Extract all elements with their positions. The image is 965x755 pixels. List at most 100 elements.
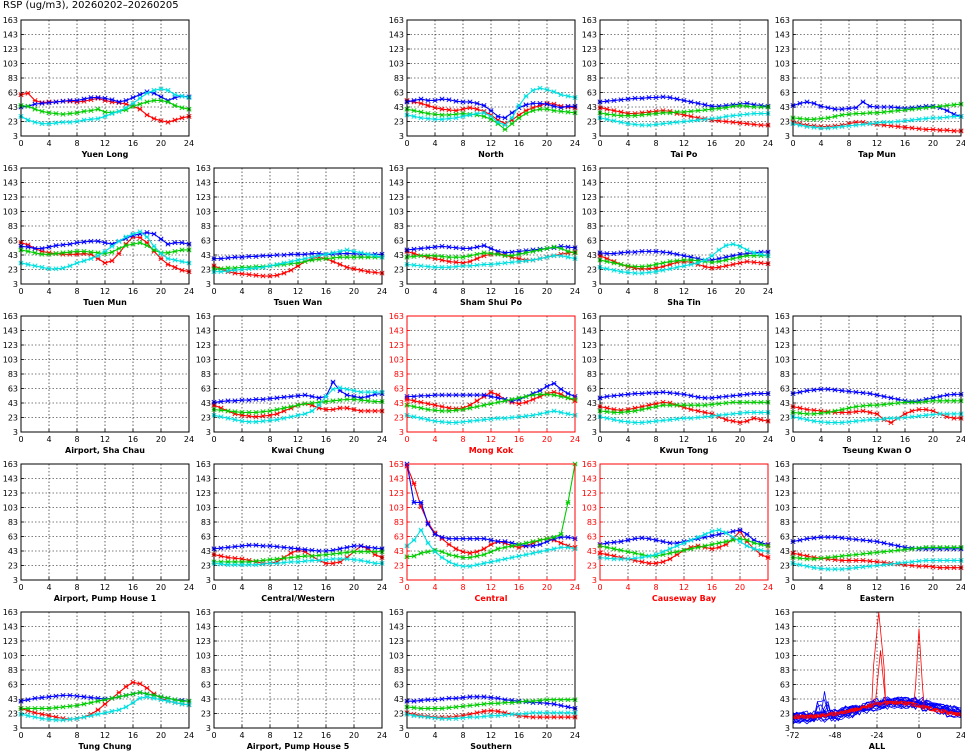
data-point-cyan [358, 250, 364, 256]
data-point-cyan [123, 234, 129, 240]
data-point-cyan [674, 416, 680, 422]
data-point-blue [716, 394, 722, 400]
data-point-green [811, 556, 817, 562]
data-point-red [267, 412, 273, 418]
x-tick-label: 24 [763, 435, 773, 444]
data-point-green [225, 408, 231, 414]
data-point-blue [846, 536, 852, 542]
y-tick-label: 123 [775, 45, 790, 54]
data-point-cyan [144, 90, 150, 96]
data-point-cyan [874, 562, 880, 569]
data-point-blue [667, 540, 673, 546]
data-point-red [797, 552, 803, 558]
data-point-green [846, 405, 852, 411]
data-point-red [874, 559, 880, 565]
data-point-cyan [474, 714, 480, 720]
x-tick-label: 4 [432, 731, 437, 740]
data-point-blue [218, 399, 224, 405]
data-point-blue [102, 240, 108, 246]
data-point-cyan [737, 410, 743, 416]
data-point-cyan [32, 714, 38, 720]
x-tick-label: 4 [432, 435, 437, 444]
y-tick-label: 23 [780, 414, 790, 423]
data-point-blue [274, 544, 280, 550]
x-tick-label: 12 [872, 435, 882, 444]
data-point-green [811, 116, 817, 122]
data-point-red [530, 396, 536, 402]
data-point-cyan [551, 89, 557, 95]
data-point-green [611, 546, 617, 552]
data-point-green [179, 105, 185, 111]
data-point-green [832, 408, 838, 414]
data-point-blue [874, 104, 880, 110]
data-point-blue [253, 542, 259, 548]
data-point-red [351, 266, 357, 272]
data-point-red [460, 713, 466, 719]
data-point-red [853, 409, 859, 415]
y-tick-label: 23 [587, 266, 597, 275]
panel-title: Tuen Mun [83, 298, 127, 307]
data-point-cyan [565, 93, 571, 99]
data-point-cyan [253, 419, 259, 425]
data-point-red [688, 407, 694, 413]
panel-frame [20, 19, 190, 137]
data-point-blue [81, 239, 87, 245]
data-point-red [425, 103, 431, 109]
data-point-green [853, 552, 859, 558]
data-point-blue [302, 392, 308, 398]
data-point-cyan [723, 243, 729, 249]
data-point-cyan [372, 389, 378, 395]
data-point-green [758, 104, 764, 110]
y-tick-label: 103 [196, 652, 211, 661]
data-point-green [537, 106, 543, 112]
data-point-cyan [39, 264, 45, 270]
data-point-cyan [344, 556, 350, 562]
data-point-cyan [39, 121, 45, 127]
data-point-green [109, 695, 115, 701]
data-point-green [867, 110, 873, 116]
data-point-green [604, 544, 610, 550]
data-point-cyan [67, 119, 73, 125]
x-tick-label: 16 [128, 287, 138, 296]
data-point-cyan [646, 269, 652, 275]
data-point-blue [253, 396, 259, 402]
data-point-cyan [660, 549, 666, 555]
data-point-blue [446, 536, 452, 542]
data-point-cyan [860, 417, 866, 423]
y-tick-label: 23 [8, 562, 18, 571]
y-tick-label: 43 [587, 251, 597, 260]
data-point-green [25, 248, 31, 254]
x-tick-label: 16 [900, 139, 910, 148]
data-point-cyan [460, 263, 466, 269]
panel-title: Tai Po [671, 150, 698, 159]
data-point-green [481, 402, 487, 408]
data-point-green [439, 549, 445, 555]
data-point-cyan [316, 253, 322, 259]
data-point-red [881, 560, 887, 566]
data-point-cyan [516, 553, 522, 559]
y-tick-label: 123 [196, 489, 211, 498]
y-tick-label: 163 [775, 312, 790, 321]
data-point-cyan [660, 267, 666, 273]
data-point-green [509, 700, 515, 706]
data-point-blue [716, 531, 722, 537]
data-point-red [488, 251, 494, 257]
data-point-green [744, 399, 750, 405]
data-point-blue [67, 692, 73, 698]
panel-title: Eastern [860, 594, 895, 603]
data-point-red [618, 407, 624, 413]
data-point-blue [502, 539, 508, 545]
x-tick-label: 20 [156, 435, 166, 444]
y-tick-label: 123 [196, 637, 211, 646]
data-point-red [516, 401, 522, 407]
data-point-red [179, 115, 185, 121]
data-point-blue [274, 252, 280, 258]
data-point-green [604, 259, 610, 265]
data-point-cyan [67, 716, 73, 722]
data-point-cyan [646, 553, 652, 559]
x-tick-label: 0 [18, 435, 23, 444]
data-point-red [944, 565, 950, 571]
data-point-blue [74, 240, 80, 246]
